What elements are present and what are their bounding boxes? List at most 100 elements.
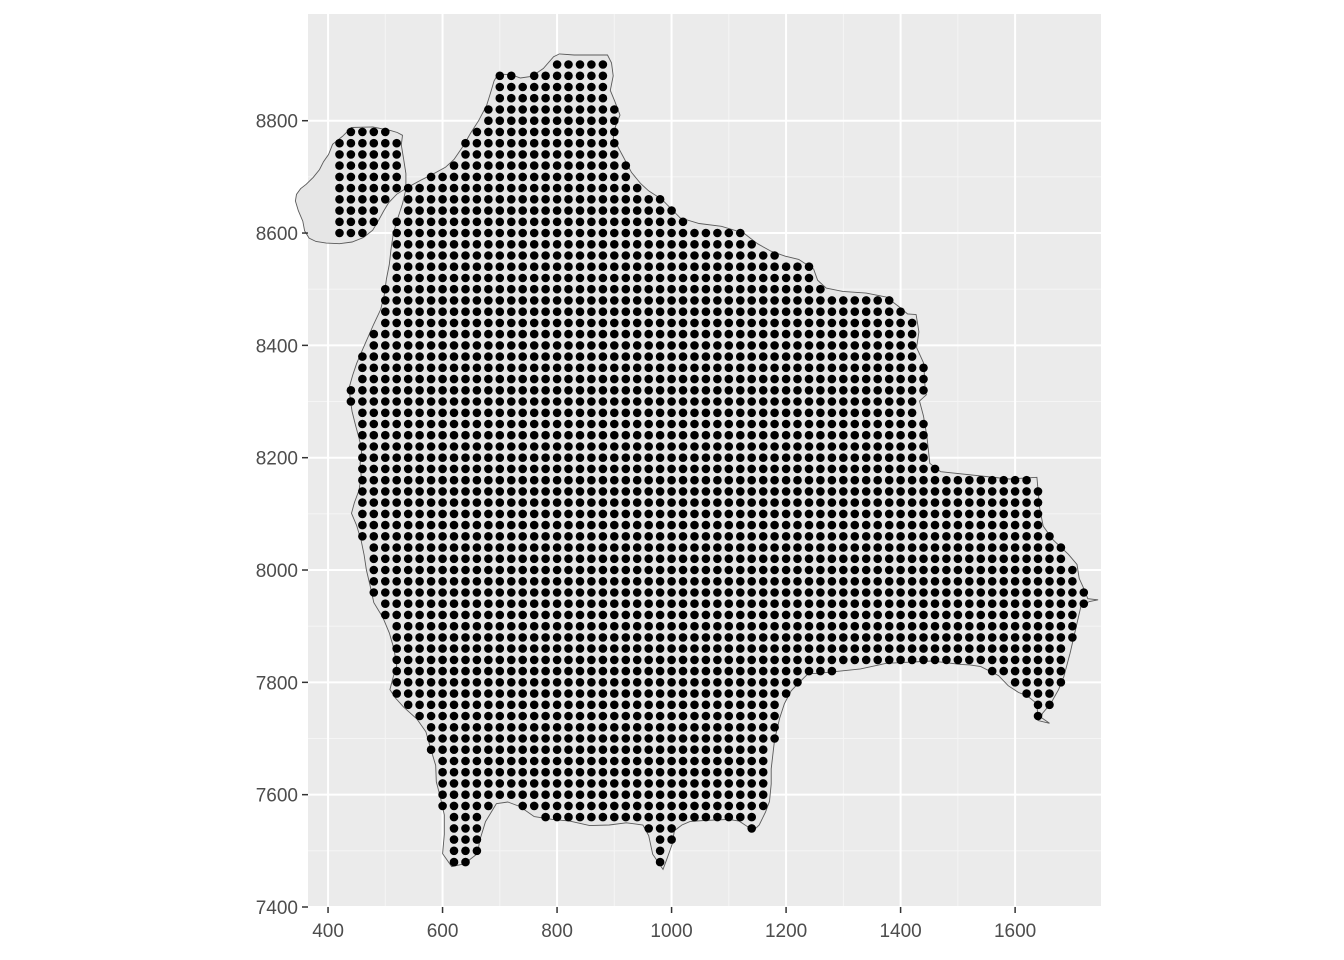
- grid-point: [381, 610, 390, 620]
- grid-point: [552, 386, 562, 395]
- grid-point: [667, 487, 676, 496]
- grid-point: [438, 498, 447, 507]
- grid-point: [335, 172, 344, 182]
- grid-point: [736, 284, 745, 294]
- grid-point: [655, 621, 665, 631]
- grid-point: [839, 644, 848, 653]
- grid-point: [507, 150, 516, 159]
- grid-point: [392, 296, 402, 305]
- grid-point: [1045, 621, 1054, 631]
- grid-point: [587, 183, 596, 193]
- grid-point: [461, 644, 470, 653]
- grid-point: [1010, 509, 1020, 519]
- grid-point: [644, 397, 653, 406]
- grid-point: [575, 217, 585, 227]
- grid-point: [644, 262, 653, 272]
- grid-point: [438, 588, 447, 597]
- grid-point: [644, 329, 653, 339]
- grid-point: [495, 599, 505, 608]
- grid-point: [850, 352, 860, 361]
- grid-point: [529, 723, 539, 732]
- grid-point: [713, 442, 722, 451]
- grid-point: [678, 374, 688, 384]
- grid-point: [701, 711, 711, 721]
- grid-point: [667, 509, 676, 519]
- grid-point: [461, 812, 470, 822]
- grid-point: [529, 711, 539, 721]
- grid-point: [839, 329, 848, 339]
- grid-point: [850, 318, 860, 328]
- grid-point: [484, 273, 493, 283]
- grid-point: [587, 296, 596, 305]
- grid-point: [896, 588, 905, 597]
- grid-point: [392, 498, 402, 507]
- grid-point: [667, 217, 676, 227]
- grid-point: [541, 532, 550, 541]
- grid-point: [861, 386, 871, 395]
- grid-point: [804, 644, 814, 653]
- grid-point: [816, 442, 825, 451]
- grid-point: [415, 195, 424, 204]
- grid-point: [346, 206, 356, 215]
- grid-point: [1010, 666, 1020, 676]
- grid-point: [736, 655, 745, 665]
- grid-point: [552, 419, 562, 429]
- grid-point: [690, 633, 699, 642]
- grid-point: [621, 790, 631, 799]
- grid-point: [541, 161, 550, 170]
- grid-point: [678, 442, 688, 451]
- grid-point: [518, 498, 527, 507]
- grid-point: [884, 442, 894, 451]
- grid-point: [564, 419, 573, 429]
- grid-point: [449, 767, 459, 777]
- grid-point: [484, 610, 493, 620]
- grid-point: [403, 251, 413, 260]
- grid-point: [667, 296, 676, 305]
- grid-point: [713, 273, 722, 283]
- grid-point: [770, 588, 779, 597]
- grid-point: [598, 767, 608, 777]
- grid-point: [621, 644, 631, 653]
- grid-point: [919, 498, 928, 507]
- grid-point: [495, 610, 505, 620]
- grid-point: [438, 509, 447, 519]
- grid-point: [1033, 644, 1043, 653]
- grid-point: [621, 161, 631, 170]
- grid-point: [678, 734, 688, 743]
- grid-point: [690, 745, 699, 754]
- grid-point: [472, 453, 482, 463]
- grid-point: [781, 284, 791, 294]
- grid-point: [701, 352, 711, 361]
- grid-point: [839, 532, 848, 541]
- grid-point: [621, 228, 631, 238]
- grid-point: [655, 835, 665, 844]
- grid-point: [632, 588, 642, 597]
- grid-point: [770, 666, 779, 676]
- grid-point: [861, 408, 871, 418]
- grid-point: [529, 779, 539, 788]
- grid-point: [541, 228, 550, 238]
- grid-point: [1056, 588, 1066, 597]
- grid-point: [610, 240, 619, 249]
- grid-point: [461, 408, 470, 418]
- grid-point: [438, 408, 447, 418]
- grid-point: [529, 307, 539, 317]
- grid-point: [358, 386, 367, 395]
- grid-point: [598, 487, 608, 496]
- grid-point: [472, 824, 482, 833]
- grid-point: [781, 588, 791, 597]
- grid-point: [919, 655, 928, 665]
- grid-point: [965, 543, 974, 552]
- grid-point: [495, 678, 505, 687]
- grid-point: [472, 554, 482, 564]
- grid-point: [736, 464, 745, 474]
- grid-point: [632, 183, 642, 193]
- grid-point: [861, 610, 871, 620]
- grid-point: [644, 711, 653, 721]
- grid-point: [564, 352, 573, 361]
- grid-point: [873, 453, 882, 463]
- grid-point: [507, 678, 516, 687]
- grid-point: [552, 93, 562, 103]
- grid-point: [438, 621, 447, 631]
- grid-point: [976, 498, 986, 507]
